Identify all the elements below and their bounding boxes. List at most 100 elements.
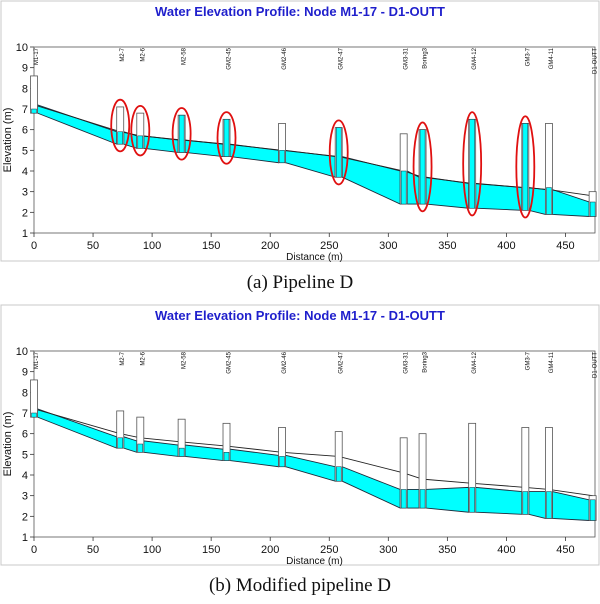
y-tick-label: 1: [22, 228, 28, 240]
manhole-water-M2-6: [137, 443, 144, 453]
manhole-water-GM3-31: [400, 489, 407, 509]
y-tick-label: 7: [22, 104, 28, 116]
caption-a: (a) Pipeline D: [246, 272, 354, 293]
highlight-ellipse-GM2-47: [328, 119, 349, 186]
y-tick-label: 2: [22, 511, 28, 523]
node-label-M2-7: M2-7: [120, 47, 126, 61]
manhole-water-GM4-12: [469, 487, 475, 513]
y-tick-label: 5: [22, 145, 28, 157]
chart-panel-a: Water Elevation Profile: Node M1-17 - D1…: [0, 0, 600, 262]
y-tick-label: 8: [22, 83, 28, 95]
manhole-water-GM2-45: [223, 452, 230, 461]
x-tick-label: 300: [379, 240, 397, 252]
node-label-GM4-11: GM4-11: [549, 351, 555, 373]
x-tick-label: 0: [31, 544, 37, 556]
manhole-water-GM4-11: [546, 491, 552, 519]
x-tick-label: 200: [261, 544, 279, 556]
y-tick-label: 1: [22, 532, 28, 544]
manhole-water-GM2-47: [335, 127, 342, 178]
x-tick-label: 100: [143, 544, 161, 556]
x-tick-label: 450: [556, 544, 574, 556]
chart-title: Water Elevation Profile: Node M1-17 - D1…: [155, 308, 445, 323]
manhole-water-M1-17: [31, 412, 37, 418]
x-tick-label: 250: [320, 544, 338, 556]
node-label-GM2-47: GM2-47: [339, 47, 345, 69]
y-tick-label: 3: [22, 187, 28, 199]
x-tick-label: 0: [31, 240, 37, 252]
node-label-GM2-46: GM2-46: [282, 351, 288, 373]
y-axis-label: Elevation (m): [2, 412, 14, 477]
x-tick-label: 100: [143, 240, 161, 252]
profile-chart-a: Water Elevation Profile: Node M1-17 - D1…: [0, 0, 600, 262]
y-tick-label: 9: [22, 63, 28, 75]
x-tick-label: 300: [379, 544, 397, 556]
chart-title: Water Elevation Profile: Node M1-17 - D1…: [155, 4, 445, 19]
node-label-GM3-7: GM3-7: [525, 351, 531, 370]
x-tick-label: 400: [497, 240, 515, 252]
highlight-ellipse-M2-7: [110, 98, 131, 153]
manhole-water-M2-58: [178, 114, 185, 153]
manhole-water-GM2-47: [335, 466, 342, 482]
node-label-M1-17: M1-17: [34, 351, 40, 369]
manhole-water-GM2-45: [223, 119, 230, 157]
y-axis-label: Elevation (m): [2, 108, 14, 173]
x-tick-label: 50: [87, 240, 99, 252]
highlight-ellipse-M2-58: [171, 107, 192, 161]
manhole-water-GM3-31: [400, 170, 407, 205]
x-tick-label: 400: [497, 544, 515, 556]
manhole-water-Boring3: [419, 129, 426, 205]
manhole-water-D1-OUTT: [589, 201, 596, 217]
chart-panel-b: Water Elevation Profile: Node M1-17 - D1…: [0, 304, 600, 566]
y-tick-label: 8: [22, 387, 28, 399]
manhole-water-D1-OUTT: [589, 499, 596, 521]
x-tick-label: 350: [438, 240, 456, 252]
manhole-water-M1-17: [31, 108, 37, 114]
pipe-segment-GM4-12-GM3-7: [475, 486, 523, 515]
x-tick-label: 150: [202, 544, 220, 556]
node-label-M2-7: M2-7: [120, 351, 126, 365]
manhole-water-Boring3: [419, 489, 426, 509]
profile-chart-b: Water Elevation Profile: Node M1-17 - D1…: [0, 304, 600, 566]
y-tick-label: 3: [22, 491, 28, 503]
manhole-water-GM2-46: [279, 456, 285, 467]
highlight-ellipse-GM3-7: [515, 115, 536, 219]
node-label-Boring3: Boring3: [423, 351, 429, 372]
highlight-ellipse-M2-6: [130, 104, 151, 157]
highlight-ellipse-Boring3: [412, 121, 433, 213]
highlight-ellipse-GM2-45: [216, 111, 237, 165]
y-tick-label: 5: [22, 449, 28, 461]
caption-b: (b) Modified pipeline D: [208, 575, 392, 596]
y-tick-label: 4: [22, 166, 28, 178]
node-label-Boring3: Boring3: [423, 47, 429, 68]
highlight-ellipse-GM4-12: [462, 111, 483, 217]
node-label-M1-17: M1-17: [34, 47, 40, 65]
x-tick-label: 150: [202, 240, 220, 252]
manhole-water-M2-58: [178, 447, 185, 457]
node-label-GM2-47: GM2-47: [339, 351, 345, 373]
node-label-D1-OUTT: D1-OUTT: [593, 48, 599, 74]
y-tick-label: 6: [22, 125, 28, 137]
manhole-water-M2-7: [117, 437, 123, 449]
node-label-GM3-7: GM3-7: [525, 47, 531, 66]
y-tick-label: 6: [22, 429, 28, 441]
node-label-GM2-46: GM2-46: [282, 47, 288, 69]
manhole-water-GM2-46: [279, 150, 285, 163]
manhole-water-M2-6: [137, 135, 144, 149]
pipe-segment-Boring3-GM4-12: [425, 486, 470, 513]
node-label-M2-58: M2-58: [182, 47, 188, 65]
node-label-GM4-12: GM4-12: [472, 47, 478, 69]
pipe-segment-GM3-31-Boring3: [406, 489, 420, 509]
manhole-water-M2-7: [117, 131, 123, 145]
node-label-GM4-11: GM4-11: [549, 47, 555, 69]
x-tick-label: 200: [261, 240, 279, 252]
y-tick-label: 10: [16, 346, 28, 358]
node-label-D1-OUTT: D1-OUTT: [593, 352, 599, 378]
node-label-GM3-31: GM3-31: [404, 351, 410, 373]
x-axis-label: Distance (m): [286, 252, 343, 262]
pipe-segment-GM4-12-GM3-7: [475, 182, 523, 211]
x-tick-label: 450: [556, 240, 574, 252]
node-label-M2-6: M2-6: [140, 351, 146, 365]
y-tick-label: 10: [16, 42, 28, 54]
node-label-M2-58: M2-58: [182, 351, 188, 369]
y-tick-label: 7: [22, 408, 28, 420]
